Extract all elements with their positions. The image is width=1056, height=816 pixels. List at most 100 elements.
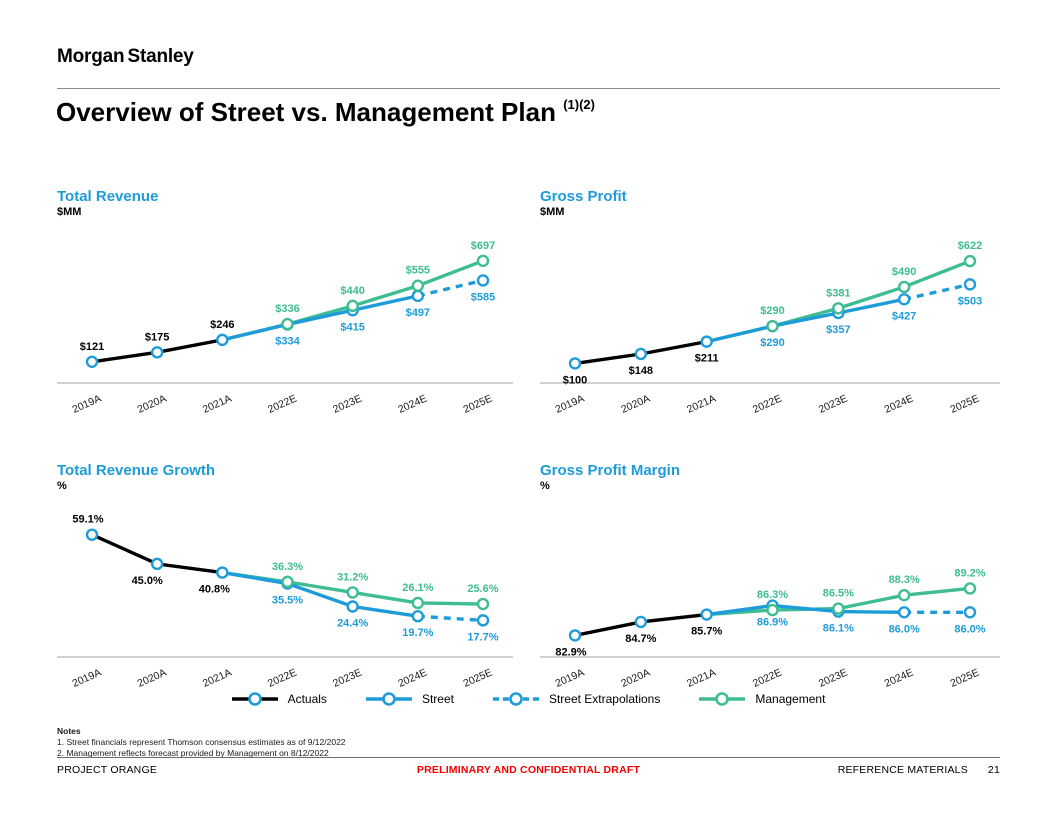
svg-text:$336: $336 xyxy=(275,303,299,315)
svg-text:2021A: 2021A xyxy=(201,667,234,690)
svg-text:89.2%: 89.2% xyxy=(954,567,985,579)
svg-text:86.5%: 86.5% xyxy=(823,588,854,600)
street-extrapolations-line-sample-icon xyxy=(492,692,539,706)
svg-text:19.7%: 19.7% xyxy=(402,627,433,639)
svg-text:$381: $381 xyxy=(826,287,850,299)
svg-text:$555: $555 xyxy=(406,265,430,277)
svg-text:$415: $415 xyxy=(340,321,364,333)
svg-text:$121: $121 xyxy=(80,341,104,353)
svg-text:45.0%: 45.0% xyxy=(132,575,163,587)
chart-total-revenue: Total Revenue $MM 2019A 2020A 2021A 2022E 20… xyxy=(57,188,513,430)
street-line-sample-icon xyxy=(365,692,412,706)
footer-right: REFERENCE MATERIALS 21 xyxy=(764,764,1000,776)
chart-title-total-revenue: Total Revenue xyxy=(57,188,159,205)
svg-text:2024E: 2024E xyxy=(883,393,916,416)
svg-text:2020A: 2020A xyxy=(136,667,169,690)
svg-text:26.1%: 26.1% xyxy=(402,582,433,594)
svg-text:$490: $490 xyxy=(892,266,916,278)
svg-text:2019A: 2019A xyxy=(70,393,103,416)
page-number: 21 xyxy=(987,764,1000,776)
note-1: 1. Street financials represent Thomson c… xyxy=(57,737,346,748)
svg-text:$290: $290 xyxy=(760,305,784,317)
svg-text:2024E: 2024E xyxy=(883,667,916,690)
svg-text:2023E: 2023E xyxy=(331,393,364,416)
svg-text:2024E: 2024E xyxy=(396,393,429,416)
svg-text:2019A: 2019A xyxy=(70,667,103,690)
svg-text:2025E: 2025E xyxy=(461,393,494,416)
svg-text:$211: $211 xyxy=(695,353,719,365)
svg-text:17.7%: 17.7% xyxy=(467,631,498,643)
svg-text:86.1%: 86.1% xyxy=(823,623,854,635)
svg-text:2021A: 2021A xyxy=(685,393,718,416)
svg-text:2025E: 2025E xyxy=(948,667,981,690)
svg-text:$440: $440 xyxy=(340,285,364,297)
svg-text:36.3%: 36.3% xyxy=(272,561,303,573)
svg-text:59.1%: 59.1% xyxy=(72,514,103,526)
gross-profit-line-chart: 2019A 2020A 2021A 2022E 2023E 2024E 2025E $100 $… xyxy=(540,240,1000,416)
svg-text:86.3%: 86.3% xyxy=(757,589,788,601)
svg-text:25.6%: 25.6% xyxy=(467,583,498,595)
svg-text:2022E: 2022E xyxy=(266,667,299,690)
legend-label-management: Management xyxy=(755,692,826,706)
svg-text:$697: $697 xyxy=(471,240,495,252)
page-title-text: Overview of Street vs. Management Plan xyxy=(56,97,556,127)
chart-legend: Actuals Street Street Extrapolations Man… xyxy=(0,691,1056,707)
svg-text:2023E: 2023E xyxy=(817,667,850,690)
legend-item-street-extrapolations: Street Extrapolations xyxy=(492,691,660,707)
svg-text:$622: $622 xyxy=(958,240,982,252)
legend-item-street: Street xyxy=(365,691,454,707)
footer-project-name: PROJECT ORANGE xyxy=(57,764,158,776)
chart-title-total-revenue-growth: Total Revenue Growth xyxy=(57,462,216,479)
svg-text:2020A: 2020A xyxy=(619,667,652,690)
gross-profit-margin-line-chart: 2019A 2020A 2021A 2022E 2023E 2024E 2025E 82.9%… xyxy=(540,567,1000,690)
svg-text:2022E: 2022E xyxy=(751,393,784,416)
svg-text:$357: $357 xyxy=(826,324,850,336)
footer-confidentiality-notice: PRELIMINARY AND CONFIDENTIAL DRAFT xyxy=(416,764,641,776)
svg-text:$175: $175 xyxy=(145,331,169,343)
chart-unit-total-revenue-growth: % xyxy=(57,480,67,492)
note-2: 2. Management reflects forecast provided… xyxy=(57,748,329,759)
page-title-footnote-marker: (1)(2) xyxy=(563,97,595,113)
svg-text:35.5%: 35.5% xyxy=(272,595,303,607)
svg-text:86.0%: 86.0% xyxy=(889,623,920,635)
svg-text:2020A: 2020A xyxy=(136,393,169,416)
svg-text:2021A: 2021A xyxy=(685,667,718,690)
legend-label-actuals: Actuals xyxy=(287,692,327,706)
svg-text:$497: $497 xyxy=(406,307,430,319)
footer-divider xyxy=(57,757,1000,758)
total-revenue-line-chart: 2019A 2020A 2021A 2022E 2023E 2024E 2025E $121 $… xyxy=(57,240,513,416)
page-title: Overview of Street vs. Management Plan (… xyxy=(56,97,595,128)
svg-text:82.9%: 82.9% xyxy=(555,646,586,658)
svg-text:$246: $246 xyxy=(210,319,234,331)
footer-section-name: REFERENCE MATERIALS xyxy=(837,764,968,776)
svg-text:$100: $100 xyxy=(563,374,587,386)
legend-item-actuals: Actuals xyxy=(231,691,327,707)
svg-text:2023E: 2023E xyxy=(331,667,364,690)
svg-text:$290: $290 xyxy=(760,337,784,349)
chart-gross-profit-margin: Gross Profit Margin % 2019A 2020A 2021A 202… xyxy=(540,462,1000,704)
svg-text:2019A: 2019A xyxy=(553,667,586,690)
header-divider xyxy=(57,88,1000,89)
svg-text:$427: $427 xyxy=(892,310,916,322)
chart-gross-profit: Gross Profit $MM 2019A 2020A 2021A 2022E 202… xyxy=(540,188,1000,430)
chart-unit-gross-profit: $MM xyxy=(540,206,565,218)
svg-text:86.0%: 86.0% xyxy=(954,623,985,635)
svg-text:2023E: 2023E xyxy=(817,393,850,416)
total-revenue-growth-line-chart: 2019A 2020A 2021A 2022E 2023E 2024E 2025E 59.1%… xyxy=(57,514,513,690)
legend-item-management: Management xyxy=(698,691,825,707)
legend-label-street-extrapolations: Street Extrapolations xyxy=(548,692,661,706)
svg-text:85.7%: 85.7% xyxy=(691,626,722,638)
chart-total-revenue-growth: Total Revenue Growth % 2019A 2020A 2021A 20… xyxy=(57,462,513,704)
actuals-line-sample-icon xyxy=(231,692,278,706)
svg-text:2025E: 2025E xyxy=(461,667,494,690)
svg-text:$148: $148 xyxy=(629,365,653,377)
legend-label-street: Street xyxy=(421,692,454,706)
svg-text:2024E: 2024E xyxy=(396,667,429,690)
svg-text:86.9%: 86.9% xyxy=(757,617,788,629)
svg-text:2021A: 2021A xyxy=(201,393,234,416)
svg-text:$334: $334 xyxy=(275,335,300,347)
svg-text:24.4%: 24.4% xyxy=(337,618,368,630)
footer: PROJECT ORANGE PRELIMINARY AND CONFIDENT… xyxy=(57,764,1000,776)
svg-text:2019A: 2019A xyxy=(553,393,586,416)
